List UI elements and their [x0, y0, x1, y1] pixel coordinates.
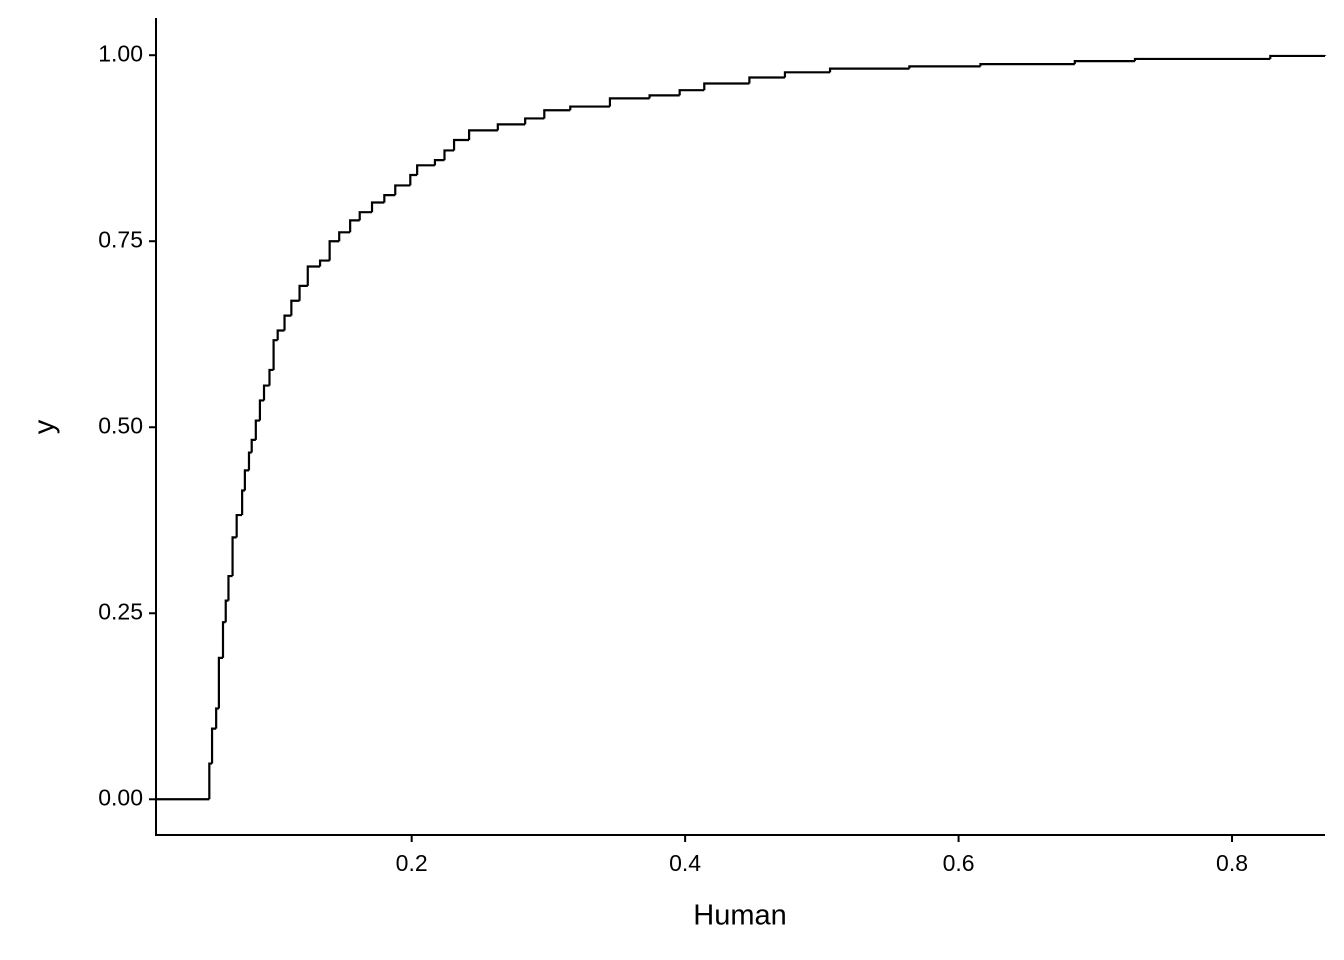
- y-tick-label: 0.25: [98, 598, 143, 624]
- ecdf-step: [227, 574, 233, 601]
- ecdf-step: [383, 193, 396, 203]
- ecdf-step: [262, 384, 270, 401]
- ecdf-step: [272, 339, 278, 370]
- ecdf-step: [543, 109, 571, 119]
- ecdf-step: [254, 419, 260, 440]
- y-tick-label: 0.75: [98, 226, 143, 252]
- ecdf-step: [208, 762, 213, 800]
- ecdf-step: [318, 259, 330, 267]
- ecdf-step: [306, 265, 321, 286]
- ecdf-step: [678, 89, 705, 96]
- ecdf-step: [243, 469, 249, 491]
- x-axis-title: Human: [693, 900, 787, 932]
- ecdf-step: [569, 105, 610, 111]
- ecdf-step: [608, 97, 650, 107]
- ecdf-step: [250, 438, 256, 453]
- ecdf-step: [221, 621, 226, 658]
- ecdf-step: [468, 129, 498, 141]
- y-tick-label: 1.00: [98, 40, 143, 66]
- ecdf-step: [349, 219, 360, 233]
- ecdf-step: [394, 184, 411, 196]
- ecdf-step: [1073, 60, 1135, 65]
- ecdf-step: [241, 489, 245, 516]
- ecdf-step: [443, 149, 455, 161]
- ecdf-step: [210, 727, 217, 764]
- ecdf-step: [433, 159, 445, 166]
- y-tick-label: 0.00: [98, 784, 143, 810]
- ecdf-step: [268, 368, 274, 386]
- ecdf-step: [1269, 54, 1325, 59]
- ecdf-step: [370, 201, 385, 213]
- x-tick-label: 0.6: [943, 850, 975, 876]
- ecdf-step: [416, 164, 435, 176]
- y-tick-label: 0.50: [98, 412, 143, 438]
- ecdf-step: [224, 599, 229, 623]
- ecdf-step: [283, 314, 292, 331]
- y-axis-title: y: [29, 419, 61, 434]
- ecdf-step: [828, 67, 910, 73]
- ecdf-step: [979, 63, 1075, 67]
- x-tick-label: 0.8: [1216, 850, 1248, 876]
- ecdf-step: [290, 299, 300, 316]
- ecdf-step: [247, 451, 252, 471]
- ecdf-step: [215, 707, 219, 729]
- ecdf-step: [496, 123, 526, 131]
- ecdf-step: [298, 284, 308, 301]
- ecdf-step: [703, 82, 750, 91]
- ecdf-step: [1133, 57, 1271, 62]
- ecdf-step: [783, 71, 831, 78]
- ecdf-step: [217, 656, 223, 709]
- ecdf-step: [748, 76, 785, 84]
- ecdf-step: [524, 117, 545, 125]
- ecdf-step: [338, 231, 351, 242]
- ecdf-step: [409, 173, 418, 186]
- x-tick-label: 0.2: [396, 850, 428, 876]
- ecdf-step: [908, 65, 981, 69]
- ecdf-step: [452, 138, 470, 151]
- ecdf-step: [648, 94, 680, 99]
- ecdf-step: [258, 399, 265, 421]
- ecdf-step: [328, 240, 340, 261]
- ecdf-step: [235, 513, 243, 538]
- ecdf-step: [358, 211, 373, 221]
- ecdf-step: [276, 329, 285, 341]
- ecdf-step: [231, 536, 237, 577]
- x-tick-label: 0.4: [669, 850, 701, 876]
